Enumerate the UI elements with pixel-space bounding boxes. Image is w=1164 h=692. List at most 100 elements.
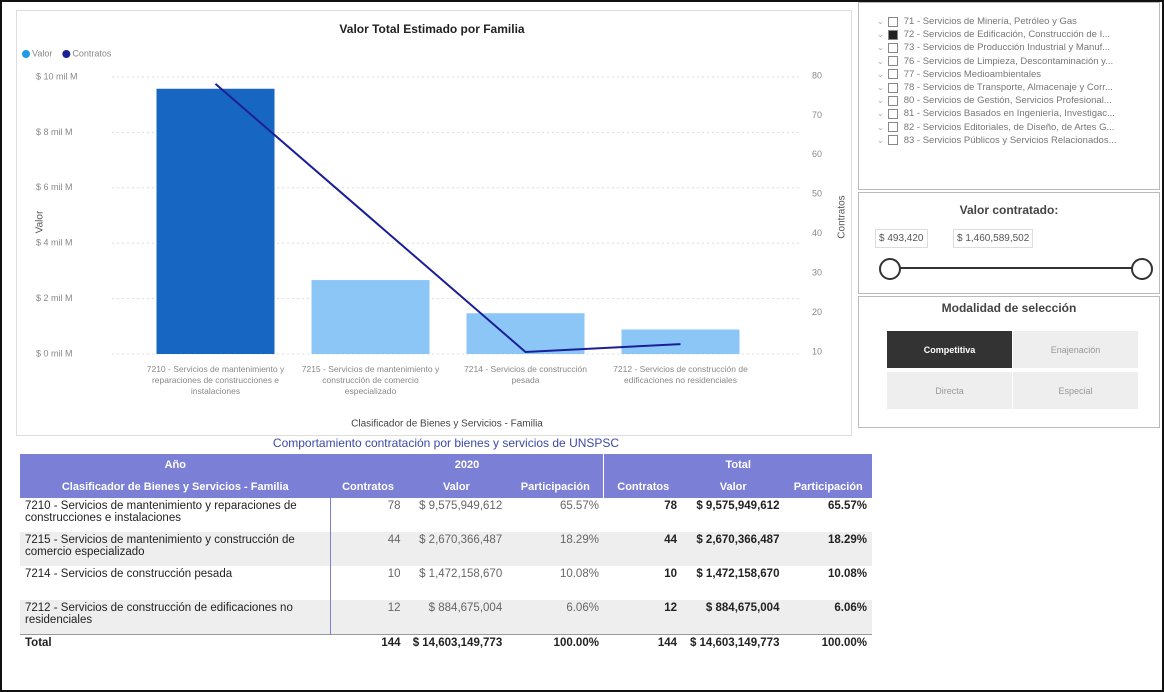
table-cell: 18.29%: [827, 534, 867, 546]
slicer-label: 81 - Servicios Basados en Ingeniería, In…: [903, 108, 1115, 120]
modality-slicer: Modalidad de selección Competitiva Enajen…: [858, 296, 1160, 428]
slicer-item[interactable]: ⌄ 76 - Servicios de Limpieza, Descontamin…: [859, 55, 1159, 68]
table-cell: 78: [330, 498, 406, 532]
table-cell: $ 884,675,004: [428, 602, 503, 614]
slicer-item[interactable]: ⌄ 78 - Servicios de Transporte, Almacenaj…: [859, 81, 1159, 94]
slicer-item[interactable]: ⌄ 80 - Servicios de Gestión, Servicios Pr…: [859, 94, 1159, 107]
table-cell: $ 9,575,949,612: [419, 500, 503, 512]
legend-label: Valor: [32, 48, 52, 58]
modality-title: Modalidad de selección: [941, 301, 1077, 315]
header-cell: Participación: [507, 476, 604, 498]
table-cell: 6.06%: [834, 602, 867, 614]
chevron: ⌄: [877, 96, 884, 106]
chevron: ⌄: [877, 135, 884, 145]
table-cell: 10.08%: [827, 568, 867, 580]
range-handle[interactable]: [1131, 258, 1153, 280]
slicer-label: 77 - Servicios Medioambientales: [903, 68, 1041, 80]
slicer-label: 76 - Servicios de Limpieza, Descontamina…: [903, 55, 1114, 67]
x-tick-label: 7215 - Servicios de mantenimiento y cons…: [301, 364, 440, 396]
table-cell: 78: [664, 500, 677, 512]
checkbox[interactable]: [887, 95, 898, 106]
checkbox[interactable]: [887, 122, 898, 133]
slicer-item[interactable]: ⌄ 83 - Servicios Públicos y Servicios Rel…: [859, 134, 1159, 147]
slicer-label: 83 - Servicios Públicos y Servicios Rela…: [903, 134, 1117, 146]
table-cell: 10.08%: [559, 568, 599, 580]
table-row: 7215 - Servicios de mantenimiento y cons…: [20, 532, 872, 566]
x-axis-label: Clasificador de Bienes y Servicios - Fam…: [351, 419, 543, 430]
checkbox[interactable]: [887, 108, 898, 119]
table-cell: 44: [330, 532, 406, 566]
slicer-label: 73 - Servicios de Producción Industrial …: [903, 42, 1111, 54]
range-max[interactable]: $ 1,460,589,502: [953, 229, 1034, 248]
y2-tick-label: 20: [812, 307, 822, 317]
table-cell: 7215 - Servicios de mantenimiento y cons…: [25, 534, 295, 558]
modality-button[interactable]: Enajenación: [1013, 331, 1138, 368]
checkbox[interactable]: [887, 69, 898, 80]
range-min[interactable]: $ 493,420: [875, 229, 928, 248]
range-handle[interactable]: [879, 258, 901, 280]
slicer-item[interactable]: ⌄ 77 - Servicios Medioambientales: [859, 68, 1159, 81]
legend-marker: [62, 50, 71, 58]
total-cell: 100.00%: [553, 637, 599, 649]
y-tick-label: $ 10 mil M: [36, 71, 78, 81]
header-cell: Valor: [682, 476, 785, 498]
y2-tick-label: 80: [812, 70, 822, 80]
y-axis-label: Valor: [35, 210, 46, 233]
table-row: 7212 - Servicios de construcción de edif…: [20, 600, 872, 635]
chevron: ⌄: [877, 83, 884, 93]
modality-button[interactable]: Especial: [1013, 372, 1138, 409]
table-cell: 12: [330, 600, 406, 635]
chevron: ⌄: [877, 30, 884, 40]
checkbox[interactable]: [887, 16, 898, 27]
checkbox[interactable]: [887, 56, 898, 67]
slicer-item[interactable]: ⌄ 71 - Servicios de Minería, Petróleo y G…: [859, 15, 1159, 28]
slicer-item[interactable]: ⌄ 73 - Servicios de Producción Industrial…: [859, 41, 1159, 54]
legend-label: Contratos: [72, 48, 112, 58]
total-cell: 144: [657, 637, 677, 649]
modality-button[interactable]: Directa: [887, 372, 1012, 409]
slicer-list: ⌄ 71 - Servicios de Minería, Petróleo y G…: [859, 3, 1159, 147]
table-row: 7214 - Servicios de construcción pesada 1…: [20, 566, 872, 600]
checkbox[interactable]: [887, 82, 898, 93]
total-cell: Total: [25, 637, 52, 649]
legend-marker: [22, 50, 30, 58]
header-cell: Participación: [784, 476, 872, 498]
chart-panel: [16, 10, 852, 436]
slicer-label: 72 - Servicios de Edificación, Construcc…: [903, 29, 1111, 41]
y2-tick-label: 60: [812, 149, 822, 159]
header-cell: Año: [20, 454, 331, 476]
slicer-label: 82 - Servicios Editoriales, de Diseño, d…: [903, 121, 1115, 133]
chevron: ⌄: [877, 56, 884, 66]
header-row: Año 2020 Total: [20, 454, 872, 476]
table-cell: $ 1,472,158,670: [419, 568, 503, 580]
header-row: Clasificador de Bienes y Servicios - Fam…: [20, 476, 872, 498]
checkbox[interactable]: [887, 29, 898, 40]
header-cell: Clasificador de Bienes y Servicios - Fam…: [20, 476, 331, 498]
y-tick-label: $ 8 mil M: [36, 127, 73, 137]
slicer-item[interactable]: ⌄ 81 - Servicios Basados en Ingeniería, I…: [859, 107, 1159, 120]
checkbox[interactable]: [887, 135, 898, 146]
y2-axis-label: Contratos: [837, 195, 848, 238]
checkbox[interactable]: [887, 42, 898, 53]
range-track: [889, 267, 1139, 269]
table-cell: 44: [664, 534, 677, 546]
y2-tick-label: 70: [812, 110, 822, 120]
slicer-item[interactable]: ⌄ 72 - Servicios de Edificación, Construc…: [859, 28, 1159, 41]
bar: [156, 88, 275, 354]
modality-button[interactable]: Competitiva: [887, 331, 1012, 368]
x-tick-label: 7214 - Servicios de construcción pesada: [464, 364, 587, 385]
data-table: Año 2020 Total Clasificador de Bienes y Ser…: [20, 454, 872, 651]
family-slicer: ⌄ 71 - Servicios de Minería, Petróleo y G…: [858, 2, 1160, 190]
y-tick-label: $ 0 mil M: [36, 348, 73, 358]
slicer-item[interactable]: ⌄ 82 - Servicios Editoriales, de Diseño, …: [859, 121, 1159, 134]
bar: [621, 329, 740, 354]
table-cell: $ 884,675,004: [705, 602, 780, 614]
y2-tick-label: 10: [812, 346, 822, 356]
range-slicer: Valor contratado: $ 493,420 $ 1,460,589,…: [858, 192, 1160, 294]
table-cell: 10: [330, 566, 406, 600]
table-cell: 7210 - Servicios de mantenimiento y repa…: [25, 500, 297, 524]
header-cell: Contratos: [330, 476, 406, 498]
table-cell: $ 2,670,366,487: [419, 534, 503, 546]
bar: [311, 280, 430, 354]
slicer-label: 80 - Servicios de Gestión, Servicios Pro…: [903, 95, 1112, 107]
